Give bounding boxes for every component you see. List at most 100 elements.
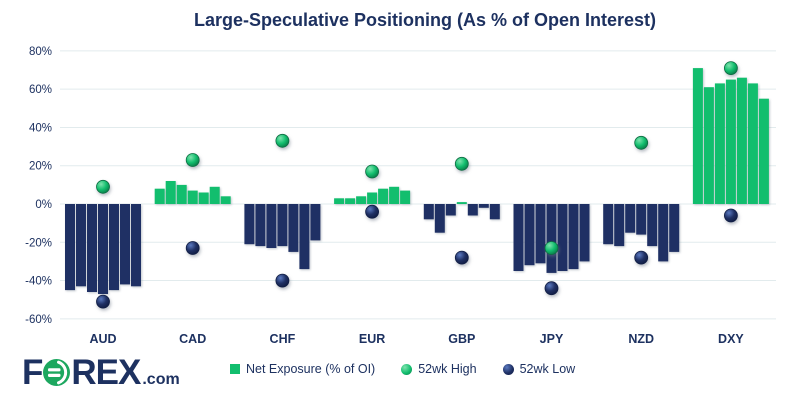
high-52wk-dot bbox=[454, 156, 469, 171]
x-axis-label: NZD bbox=[628, 332, 654, 346]
net-exposure-bar bbox=[478, 204, 489, 208]
logo-text-f: F bbox=[22, 353, 43, 392]
x-axis-label: AUD bbox=[89, 332, 116, 346]
net-exposure-bar bbox=[154, 188, 165, 204]
net-exposure-bar bbox=[557, 204, 568, 271]
x-axis-label: DXY bbox=[718, 332, 744, 346]
net-exposure-bar bbox=[299, 204, 310, 270]
dot-layer bbox=[96, 61, 738, 309]
net-exposure-bar bbox=[209, 186, 220, 204]
net-exposure-bar bbox=[389, 186, 400, 204]
chart-title: Large-Speculative Positioning (As % of O… bbox=[193, 10, 657, 30]
low-52wk-dot bbox=[454, 250, 469, 265]
x-axis-label: JPY bbox=[540, 332, 564, 346]
bar-layer bbox=[65, 68, 769, 294]
net-exposure-bar bbox=[356, 196, 367, 204]
low-52wk-dot bbox=[544, 281, 559, 296]
net-exposure-bar bbox=[513, 204, 524, 271]
net-exposure-bar bbox=[87, 204, 97, 292]
net-exposure-bar bbox=[603, 204, 614, 245]
net-exposure-bar bbox=[400, 190, 411, 204]
net-exposure-bar bbox=[378, 188, 389, 204]
net-exposure-bar bbox=[467, 204, 478, 216]
net-exposure-bar bbox=[658, 204, 669, 262]
net-exposure-bar bbox=[758, 98, 769, 204]
high-52wk-dot bbox=[365, 164, 380, 179]
x-axis-label: EUR bbox=[359, 332, 385, 346]
net-exposure-bar bbox=[423, 204, 434, 220]
legend-label: 52wk High bbox=[418, 362, 477, 376]
net-exposure-bar bbox=[736, 77, 747, 204]
low-52wk-dot bbox=[185, 241, 200, 255]
high-52wk-dot bbox=[724, 61, 738, 75]
net-exposure-bar bbox=[445, 204, 456, 216]
net-exposure-bar bbox=[568, 204, 579, 270]
net-exposure-bar bbox=[725, 79, 736, 204]
net-exposure-bar bbox=[131, 204, 141, 287]
high-52wk-dot bbox=[634, 135, 649, 150]
y-tick-label: 60% bbox=[29, 84, 52, 96]
net-exposure-bar bbox=[647, 204, 658, 247]
net-exposure-bar bbox=[334, 198, 345, 204]
net-exposure-bar bbox=[714, 83, 725, 204]
low-52wk-dot bbox=[365, 204, 380, 219]
legend-item-52wk-high: 52wk High bbox=[401, 362, 477, 376]
net-exposure-bar bbox=[747, 83, 758, 204]
forex-logo: F REX .com bbox=[22, 355, 180, 390]
net-exposure-bar bbox=[198, 192, 209, 204]
net-exposure-bar bbox=[220, 196, 231, 204]
net-exposure-bar bbox=[120, 204, 130, 285]
net-exposure-bar bbox=[255, 204, 266, 247]
net-exposure-bar bbox=[456, 202, 467, 204]
y-tick-label: 0% bbox=[35, 199, 52, 211]
legend-item-52wk-low: 52wk Low bbox=[502, 362, 576, 376]
net-exposure-bar bbox=[277, 204, 288, 247]
high-52wk-dot bbox=[96, 179, 110, 194]
chart-legend: Net Exposure (% of OI) 52wk High 52wk Lo… bbox=[230, 362, 575, 376]
low-dot-icon bbox=[502, 363, 514, 375]
high-52wk-dot bbox=[544, 241, 559, 255]
high-52wk-dot bbox=[185, 153, 200, 167]
net-exposure-bar bbox=[367, 192, 378, 204]
y-tick-label: 20% bbox=[29, 161, 52, 173]
high-dot-icon bbox=[401, 363, 413, 375]
net-exposure-bar bbox=[546, 204, 557, 273]
net-exposure-bar bbox=[579, 204, 590, 262]
net-exposure-bar bbox=[345, 198, 356, 204]
positioning-chart: 80% 60% 40% 20% 0% -20% -40% -60% AUD CAD CHF EUR G… bbox=[25, 46, 776, 346]
net-exposure-bar bbox=[266, 204, 277, 248]
net-exposure-bar bbox=[109, 204, 119, 291]
y-tick-label: -40% bbox=[25, 276, 52, 288]
legend-label: Net Exposure (% of OI) bbox=[246, 362, 376, 376]
legend-label: 52wk Low bbox=[519, 362, 576, 376]
x-axis-label: GBP bbox=[448, 332, 475, 346]
net-exposure-bar bbox=[288, 204, 299, 252]
net-exposure-bar bbox=[434, 204, 445, 233]
logo-text-rex: REX bbox=[71, 353, 141, 392]
y-tick-label: 40% bbox=[29, 122, 52, 134]
low-52wk-dot bbox=[634, 250, 649, 265]
x-axis-labels: AUD CAD CHF EUR GBP JPY NZD DXY bbox=[89, 332, 744, 346]
y-tick-label: -20% bbox=[25, 237, 52, 249]
net-exposure-bar bbox=[76, 204, 86, 287]
logo-text-com: .com bbox=[142, 371, 180, 388]
low-52wk-dot bbox=[724, 208, 738, 223]
net-exposure-bar bbox=[65, 204, 75, 291]
high-52wk-dot bbox=[275, 133, 290, 148]
net-exposure-bar bbox=[636, 204, 647, 235]
net-exposure-bar bbox=[98, 204, 108, 294]
net-exposure-bar bbox=[614, 204, 625, 247]
legend-item-net-exposure: Net Exposure (% of OI) bbox=[230, 362, 375, 376]
net-exposure-bar bbox=[176, 184, 187, 204]
net-exposure-square-icon bbox=[230, 364, 240, 374]
y-tick-label: -60% bbox=[25, 314, 52, 326]
bottom-row: F REX .com Net Exposure (% of OI) 52wk H… bbox=[0, 350, 798, 400]
net-exposure-bar bbox=[703, 87, 714, 204]
net-exposure-bar bbox=[669, 204, 680, 252]
net-exposure-bar bbox=[625, 204, 636, 233]
net-exposure-bar bbox=[489, 204, 500, 220]
y-tick-label: 80% bbox=[29, 46, 52, 58]
low-52wk-dot bbox=[96, 294, 110, 309]
net-exposure-bar bbox=[535, 204, 546, 264]
